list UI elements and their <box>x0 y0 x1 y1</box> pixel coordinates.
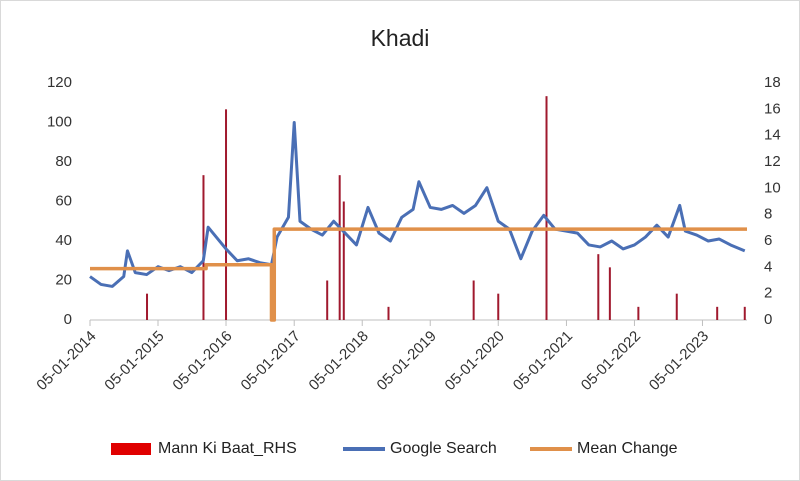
bar <box>326 280 329 320</box>
y-tick-label: 60 <box>55 192 72 209</box>
y2-tick-label: 2 <box>764 285 772 302</box>
bar <box>675 293 678 320</box>
y2-tick-label: 4 <box>764 258 772 275</box>
bar <box>545 96 548 321</box>
y2-tick-label: 6 <box>764 232 772 249</box>
y2-tick-label: 10 <box>764 179 781 196</box>
line-series <box>90 227 747 322</box>
line-series <box>89 121 746 288</box>
legend-label: Mean Change <box>577 440 678 457</box>
bar <box>225 109 228 320</box>
bar <box>338 175 341 320</box>
chart-title: Khadi <box>371 25 430 51</box>
y2-tick-label: 14 <box>764 127 781 144</box>
bar <box>342 201 345 320</box>
legend-label: Google Search <box>390 440 497 457</box>
bar <box>608 267 611 320</box>
bar <box>637 306 640 320</box>
y2-tick-label: 0 <box>764 311 772 328</box>
y2-tick-label: 12 <box>764 153 781 170</box>
bar <box>597 254 600 320</box>
y-tick-label: 40 <box>55 232 72 249</box>
y-tick-label: 20 <box>55 271 72 288</box>
bar <box>146 293 149 320</box>
legend-label: Mann Ki Baat_RHS <box>158 440 297 457</box>
y-tick-label: 0 <box>64 311 72 328</box>
y-tick-label: 80 <box>55 153 72 170</box>
y2-tick-label: 18 <box>764 74 781 91</box>
bar <box>202 175 205 320</box>
bar <box>743 306 746 320</box>
bar <box>387 306 390 320</box>
y-tick-label: 120 <box>47 74 72 91</box>
y2-tick-label: 8 <box>764 206 772 223</box>
y2-tick-label: 16 <box>764 100 781 117</box>
bar <box>497 293 500 320</box>
legend-swatch <box>111 443 151 455</box>
bar <box>716 306 719 320</box>
y-tick-label: 100 <box>47 113 72 130</box>
bar <box>472 280 475 320</box>
